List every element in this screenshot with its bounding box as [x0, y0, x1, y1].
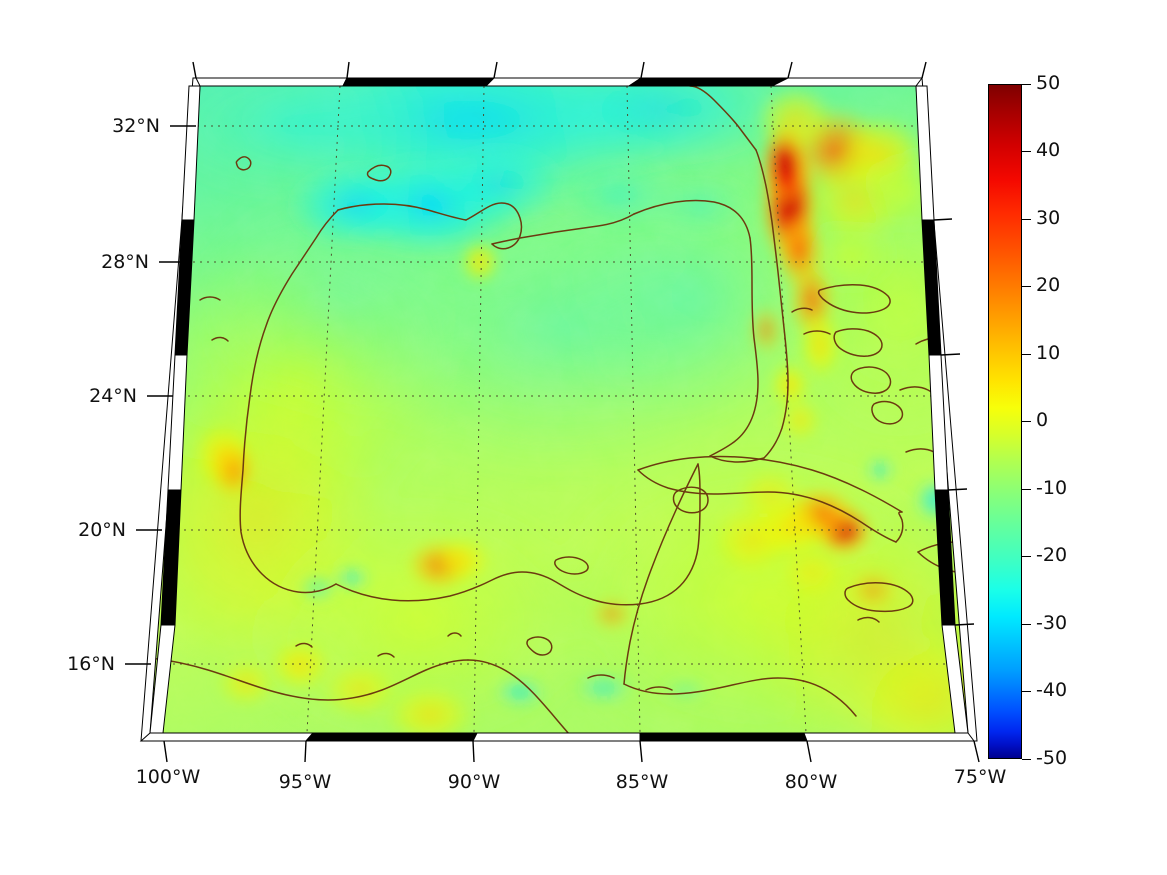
lon-tick-label-80W: 80°W — [784, 771, 838, 793]
colorbar-tick-m20 — [1022, 556, 1031, 557]
colorbar-label-m20: -20 — [1036, 544, 1068, 566]
colorbar-tick-m40 — [1022, 691, 1031, 692]
colorbar-tick-10 — [1022, 354, 1031, 355]
lat-tick-label-28N: 28°N — [101, 251, 149, 273]
colorbar-label-40: 40 — [1036, 139, 1061, 161]
lat-tick-label-16N: 16°N — [67, 653, 115, 675]
lat-tick-label-24N: 24°N — [89, 385, 137, 407]
colorbar-label-0: 0 — [1036, 409, 1049, 431]
map-frame — [139, 77, 978, 742]
colorbar-label-20: 20 — [1036, 274, 1061, 296]
lon-tick-label-90W: 90°W — [447, 771, 501, 793]
lat-tick-label-20N: 20°N — [78, 519, 126, 541]
lon-tick-label-85W: 85°W — [615, 771, 669, 793]
colorbar-tick-50 — [1022, 84, 1031, 85]
graticule-gridlines — [152, 86, 968, 733]
lon-tick-label-75W: 75°W — [953, 766, 1007, 788]
axis-ticks — [125, 61, 980, 763]
colorbar-label-50: 50 — [1036, 72, 1061, 94]
lon-tick-label-95W: 95°W — [278, 771, 332, 793]
colorbar-tick-0 — [1022, 421, 1031, 422]
lat-tick-label-32N: 32°N — [112, 115, 160, 137]
colorbar-label-10: 10 — [1036, 342, 1061, 364]
colorbar[interactable]: 50 40 30 20 10 0 -10 -20 -30 -40 -50 — [988, 74, 1067, 768]
colorbar-label-30: 30 — [1036, 207, 1061, 229]
colorbar-tick-20 — [1022, 286, 1031, 287]
colorbar-tick-m30 — [1022, 624, 1031, 625]
colorbar-label-m40: -40 — [1036, 679, 1068, 701]
colorbar-label-m30: -30 — [1036, 612, 1068, 634]
colorbar-tick-30 — [1022, 219, 1031, 220]
colorbar-tick-m50 — [1022, 759, 1031, 760]
colorbar-tick-m10 — [1022, 489, 1031, 490]
colorbar-label-m50: -50 — [1036, 747, 1068, 769]
colorbar-gradient — [988, 84, 1022, 759]
colorbar-label-m10: -10 — [1036, 477, 1068, 499]
lon-tick-label-100W: 100°W — [135, 766, 201, 788]
colorbar-tick-40 — [1022, 151, 1031, 152]
